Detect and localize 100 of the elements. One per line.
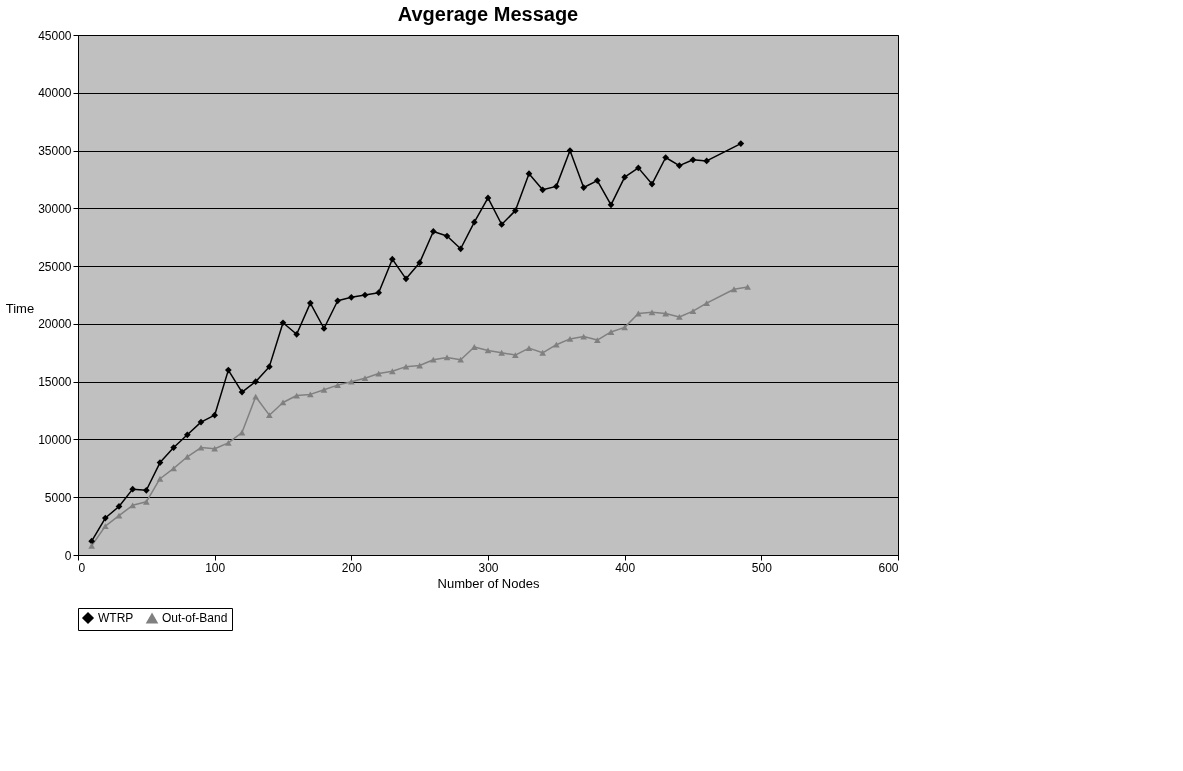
- y-tick-label: 5000: [44, 490, 72, 505]
- point: [211, 411, 219, 419]
- point: [361, 291, 369, 299]
- y-tick-label: 35000: [38, 144, 72, 159]
- y-axis-title: Time: [5, 300, 35, 316]
- point: [142, 498, 150, 505]
- point: [320, 386, 328, 393]
- point: [416, 259, 424, 266]
- point: [88, 542, 96, 549]
- point: [484, 347, 492, 354]
- point: [129, 485, 137, 493]
- point: [238, 388, 246, 396]
- point: [593, 337, 601, 343]
- x-tick-label: 300: [478, 560, 499, 575]
- point: [675, 162, 683, 169]
- x-tick-label: 200: [341, 560, 363, 575]
- y-tick-label: 20000: [38, 317, 72, 332]
- point: [429, 356, 437, 363]
- point: [525, 170, 533, 178]
- y-tick-label: 0: [64, 548, 72, 563]
- point: [211, 445, 219, 452]
- chart-title: Avgerage Message: [397, 3, 579, 25]
- x-tick-label: 400: [615, 560, 636, 575]
- point: [607, 201, 615, 209]
- point: [443, 354, 451, 361]
- point: [293, 330, 301, 338]
- point: [511, 352, 519, 358]
- point: [101, 514, 109, 522]
- point: [334, 297, 342, 305]
- point: [737, 140, 745, 147]
- point: [183, 431, 191, 439]
- y-tick-label: 10000: [38, 432, 72, 447]
- point: [388, 255, 396, 263]
- point: [347, 293, 355, 301]
- x-tick-label: 500: [751, 560, 773, 575]
- point: [580, 184, 588, 191]
- point: [689, 308, 697, 315]
- point: [197, 444, 205, 451]
- point: [634, 164, 642, 172]
- y-tick-label: 25000: [38, 259, 72, 274]
- point: [142, 486, 150, 494]
- y-tick-label: 30000: [38, 201, 72, 216]
- point: [156, 475, 164, 482]
- point: [675, 314, 683, 320]
- point: [457, 356, 465, 363]
- y-tick-label: 15000: [38, 375, 72, 390]
- point: [402, 363, 410, 370]
- point: [170, 444, 178, 451]
- point: [170, 465, 178, 472]
- point: [388, 368, 396, 375]
- point: [744, 284, 752, 290]
- point: [197, 418, 205, 426]
- point: [566, 336, 574, 342]
- x-tick-label: 0: [78, 560, 86, 575]
- point: [621, 324, 629, 331]
- point: [88, 537, 96, 545]
- point: [525, 345, 533, 352]
- point: [703, 300, 711, 306]
- point: [347, 378, 355, 385]
- point: [470, 344, 478, 350]
- point: [539, 349, 547, 356]
- point: [252, 393, 260, 400]
- point: [265, 412, 273, 419]
- point: [484, 194, 492, 202]
- point: [265, 363, 273, 370]
- point: [279, 319, 287, 327]
- point: [402, 275, 410, 283]
- point: [621, 173, 629, 181]
- point: [334, 382, 342, 389]
- point: [730, 286, 738, 293]
- point: [224, 440, 232, 446]
- x-axis-title: Number of Nodes: [437, 575, 540, 591]
- y-tick-label: 45000: [38, 28, 72, 43]
- x-tick-label: 600: [878, 560, 899, 575]
- point: [306, 299, 314, 307]
- point: [593, 177, 601, 184]
- point: [224, 366, 232, 374]
- point: [580, 333, 588, 340]
- point: [552, 183, 560, 190]
- point: [129, 502, 137, 509]
- point: [539, 186, 547, 194]
- y-tick-label: 40000: [38, 86, 72, 101]
- point: [429, 228, 437, 235]
- point: [101, 523, 109, 530]
- point: [183, 453, 191, 460]
- point: [689, 156, 697, 164]
- point: [552, 341, 560, 348]
- point: [361, 375, 369, 382]
- point: [279, 399, 287, 406]
- point: [648, 180, 656, 188]
- point: [238, 429, 246, 436]
- legend-label: Out-of-Band: [162, 611, 228, 626]
- point: [607, 329, 615, 335]
- point: [375, 289, 383, 297]
- legend-label: WTRP: [98, 611, 134, 625]
- point: [470, 218, 478, 226]
- point: [457, 245, 465, 253]
- point: [662, 154, 670, 161]
- point: [252, 378, 260, 386]
- point: [703, 157, 711, 165]
